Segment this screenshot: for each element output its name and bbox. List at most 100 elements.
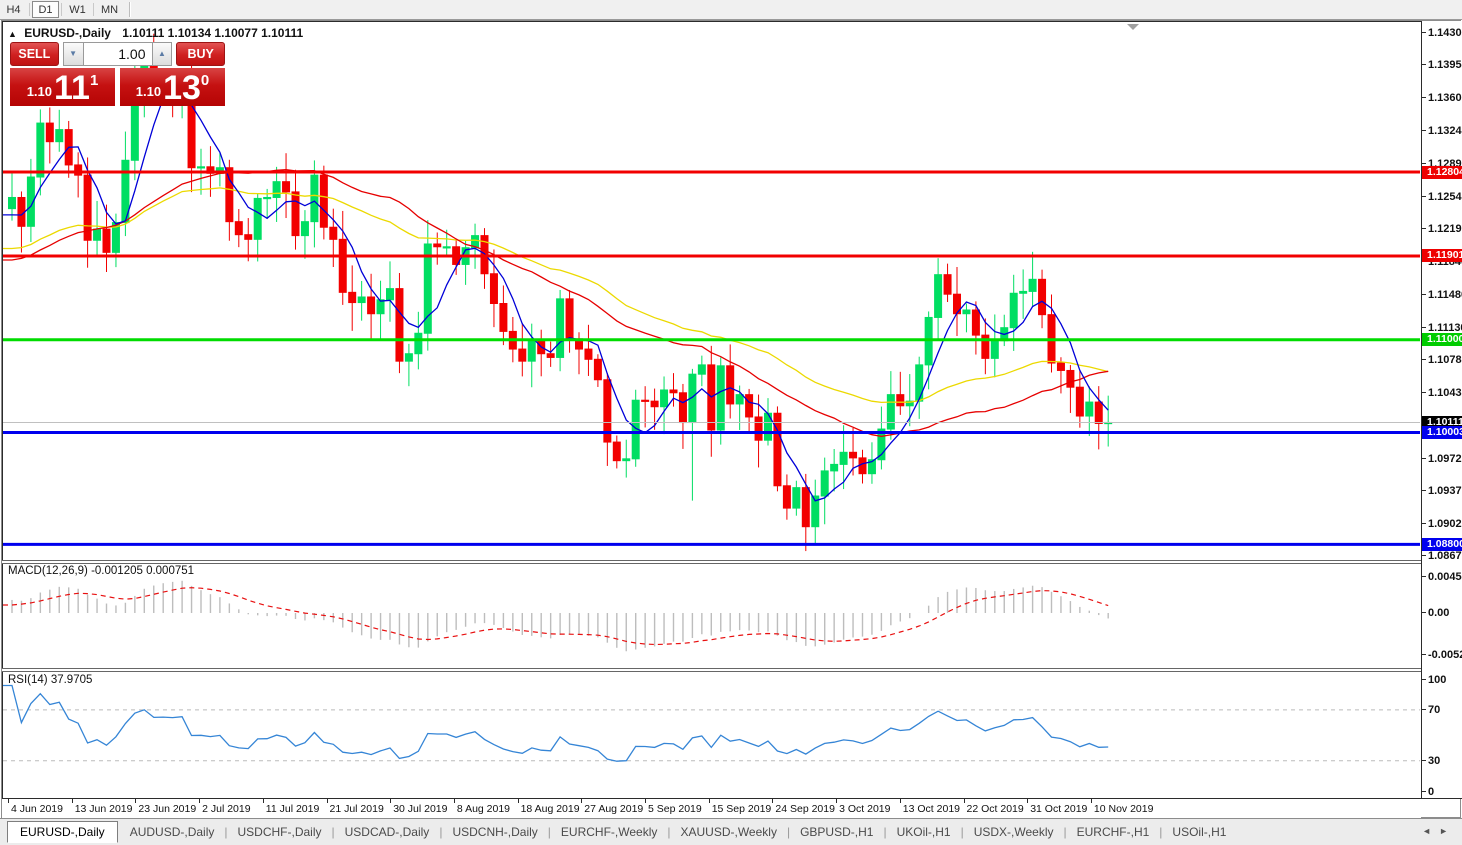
macd-axis-tick: 0.004536 <box>1422 571 1462 583</box>
price-axis-tick: 1.09370 <box>1422 485 1462 497</box>
date-axis-tick <box>645 799 646 803</box>
candle-body <box>518 348 527 362</box>
sell-price-big: 11 <box>54 69 90 107</box>
chart-shift-marker-icon[interactable] <box>1127 24 1139 30</box>
buy-button[interactable]: BUY <box>176 42 225 66</box>
candle-body <box>319 174 328 228</box>
candle-body <box>121 159 130 224</box>
price-axis-tick: 1.14300 <box>1422 27 1462 39</box>
toolbar-groove <box>129 2 131 17</box>
rsi-axis-tick: 30 <box>1422 755 1462 767</box>
price-axis-tick: 1.13240 <box>1422 125 1462 137</box>
timeframe-button-mn[interactable]: MN <box>100 4 119 16</box>
price-level-label: 1.11000 <box>1422 333 1462 347</box>
chart-tab-usdchf-daily[interactable]: USDCHF-,Daily <box>237 825 322 839</box>
date-axis-tick <box>1090 799 1092 803</box>
chart-tab-ukoil-h1[interactable]: UKOil-,H1 <box>896 825 951 839</box>
price-axis-tick: 1.11130 <box>1422 322 1462 334</box>
moving-average-fast[interactable] <box>3 83 1109 502</box>
chart-tab-audusd-daily[interactable]: AUDUSD-,Daily <box>129 825 215 839</box>
date-axis-tick <box>581 799 583 803</box>
candle-body <box>726 365 735 405</box>
date-axis-tick <box>708 799 710 803</box>
date-axis-label: 30 Jul 2019 <box>393 803 448 815</box>
moving-average-slow[interactable] <box>3 187 1109 404</box>
chart-tab-usdx-weekly[interactable]: USDX-,Weekly <box>973 825 1054 839</box>
chart-tab-eurusd-daily[interactable]: EURUSD-,Daily <box>7 821 118 843</box>
candle-body <box>962 309 971 315</box>
candle-body <box>310 174 319 223</box>
timeframe-button-h4[interactable]: H4 <box>6 4 21 16</box>
chart-tab-usdcnh-daily[interactable]: USDCNH-,Daily <box>452 825 538 839</box>
candle-body <box>348 291 357 304</box>
sell-button[interactable]: SELL <box>10 42 59 66</box>
candle-body <box>234 221 243 236</box>
moving-average-mid[interactable] <box>3 168 1109 438</box>
date-axis-label: 11 Jul 2019 <box>265 803 320 815</box>
chart-tab-usdcad-daily[interactable]: USDCAD-,Daily <box>344 825 430 839</box>
pane-separator-macd[interactable] <box>2 560 1461 564</box>
chart-tab-xauusd-weekly[interactable]: XAUUSD-,Weekly <box>680 825 777 839</box>
candle-body <box>253 197 262 240</box>
collapse-trade-panel-icon[interactable]: ▲ <box>8 29 17 39</box>
volume-decrease-button[interactable]: ▼ <box>62 42 84 66</box>
candle-body <box>55 129 64 143</box>
sell-price-prefix: 1.10 <box>26 84 52 99</box>
candle-body <box>414 332 423 355</box>
candle-body <box>660 389 669 408</box>
price-axis[interactable]: 1.143001.139501.136001.132401.128901.125… <box>1422 21 1462 798</box>
volume-input[interactable] <box>83 42 152 66</box>
buy-price-prefix: 1.10 <box>135 84 162 99</box>
price-level-label: 1.10003 <box>1422 425 1462 439</box>
candle-body <box>1038 278 1047 316</box>
toolbar-separator <box>61 3 62 16</box>
chart-tab-eurchf-h1[interactable]: EURCHF-,H1 <box>1076 825 1150 839</box>
candle-body <box>971 309 980 336</box>
chart-symbol-header: ▲ EURUSD-,Daily 1.10111 1.10134 1.10077 … <box>8 26 303 40</box>
tab-scroll-right-icon[interactable]: ► <box>1439 826 1456 836</box>
candle-body <box>565 298 574 340</box>
candle-body <box>442 246 451 249</box>
candle-body <box>300 221 309 237</box>
timeframe-button-d1[interactable]: D1 <box>32 1 59 18</box>
tab-separator: | <box>224 825 228 839</box>
chart-tab-gbpusd-h1[interactable]: GBPUSD-,H1 <box>800 825 874 839</box>
trade-order-row: SELL ▼ ▲ BUY <box>10 42 225 66</box>
candle-body <box>782 485 791 509</box>
chart-tab-usoil-h1[interactable]: USOil-,H1 <box>1172 825 1227 839</box>
date-axis[interactable]: 4 Jun 2019 13 Jun 2019 23 Jun 2019 2 Jul 20… <box>2 799 1421 818</box>
tab-separator: | <box>883 825 887 839</box>
tab-scroll-left-icon[interactable]: ◄ <box>1422 826 1440 836</box>
timeframe-toolbar: H4 D1 W1 MN <box>0 0 1462 20</box>
chart-canvas[interactable] <box>2 22 1421 798</box>
price-axis-tick: 1.12540 <box>1422 191 1462 203</box>
timeframe-button-w1[interactable]: W1 <box>69 4 86 16</box>
tab-scroll-arrows[interactable]: ◄► <box>1422 826 1456 836</box>
candle-body <box>404 353 413 362</box>
candle-body <box>905 400 914 407</box>
date-axis-label: 23 Jun 2019 <box>138 803 197 815</box>
date-axis-tick <box>326 799 328 803</box>
sell-price-panel[interactable]: 1.10 11 1 <box>10 68 115 106</box>
candle-body <box>612 441 621 462</box>
price-axis-tick: 1.11480 <box>1422 289 1462 301</box>
candle-body <box>83 174 92 241</box>
date-axis-label: 27 Aug 2019 <box>584 803 644 815</box>
candle-body <box>329 226 338 240</box>
buy-price-panel[interactable]: 1.10 13 0 <box>120 68 225 106</box>
chart-tab-eurchf-weekly[interactable]: EURCHF-,Weekly <box>560 825 658 839</box>
candle-body <box>74 164 83 176</box>
candle-body <box>433 243 442 248</box>
date-axis-label: 31 Oct 2019 <box>1030 803 1088 815</box>
rsi-pane <box>3 684 1420 762</box>
price-level-label: 1.10111 <box>1422 415 1462 429</box>
candle-body <box>915 364 924 402</box>
volume-increase-button[interactable]: ▲ <box>151 42 173 66</box>
price-axis-tick: 1.10430 <box>1422 387 1462 399</box>
candle-body <box>669 389 678 394</box>
tab-separator: | <box>786 825 791 839</box>
pane-separator-rsi[interactable] <box>2 668 1461 672</box>
candle-body <box>877 428 886 461</box>
candle-body <box>291 191 300 237</box>
candle-body <box>338 238 347 293</box>
